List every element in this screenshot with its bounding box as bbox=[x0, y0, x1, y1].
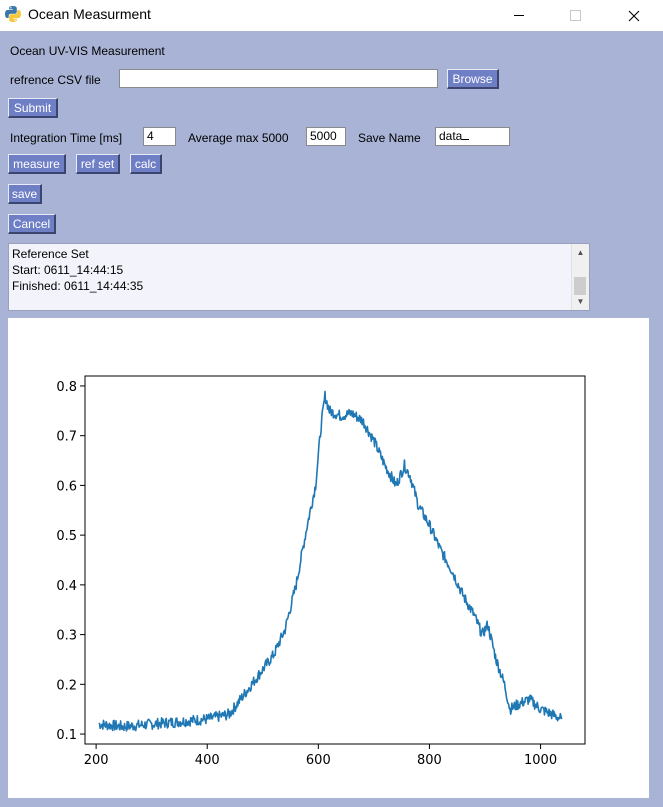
save-name-input[interactable]: data bbox=[435, 127, 510, 146]
axes-frame bbox=[84, 375, 586, 745]
y-tick-label: 0.8 bbox=[56, 380, 77, 395]
y-tick-label: 0.6 bbox=[56, 479, 77, 494]
x-tick-label: 800 bbox=[417, 753, 442, 768]
y-tick-label: 0.2 bbox=[56, 678, 77, 693]
spectrum-chart: 200 400 600 800 1000 0.1 0.2 0.3 0.4 0.5 0.6 0.7 0.8 bbox=[56, 375, 586, 768]
log-line: Start: 0611_14:44:15 bbox=[12, 263, 124, 277]
minimize-button[interactable] bbox=[496, 0, 542, 31]
save-name-value: data bbox=[439, 129, 463, 143]
submit-button[interactable]: Submit bbox=[8, 98, 58, 118]
spectrum-line bbox=[98, 390, 563, 732]
log-scrollbar[interactable]: ▲ ▼ bbox=[571, 244, 589, 310]
y-tick-label: 0.1 bbox=[56, 728, 77, 743]
cancel-button[interactable]: Cancel bbox=[8, 214, 56, 234]
window-title: Ocean Measurment bbox=[28, 6, 151, 22]
y-tick-label: 0.7 bbox=[56, 430, 77, 445]
reference-csv-input[interactable] bbox=[119, 69, 438, 88]
integration-time-input[interactable]: 4 bbox=[143, 127, 176, 146]
scroll-thumb[interactable] bbox=[574, 277, 586, 295]
scroll-down-icon[interactable]: ▼ bbox=[576, 297, 585, 306]
reference-csv-label: refrence CSV file bbox=[10, 73, 101, 87]
y-tick-label: 0.3 bbox=[56, 629, 77, 644]
minimize-icon bbox=[514, 15, 524, 16]
log-line: Finished: 0611_14:44:35 bbox=[12, 279, 144, 293]
maximize-icon bbox=[569, 10, 581, 21]
average-label: Average max 5000 bbox=[188, 131, 289, 145]
title-bar: Ocean Measurment bbox=[0, 0, 663, 31]
save-name-label: Save Name bbox=[358, 131, 421, 145]
python-icon bbox=[5, 6, 21, 22]
spectrum-plot: 200 400 600 800 1000 0.1 0.2 0.3 0.4 0.5 0.6 0.7 0.8 bbox=[8, 318, 649, 798]
save-button[interactable]: save bbox=[8, 184, 42, 204]
browse-button[interactable]: Browse bbox=[447, 69, 499, 89]
scroll-up-icon[interactable]: ▲ bbox=[576, 248, 585, 257]
x-tick-label: 1000 bbox=[524, 753, 557, 768]
text-cursor bbox=[462, 139, 470, 140]
log-line: Reference Set bbox=[12, 247, 89, 261]
close-icon bbox=[628, 10, 640, 21]
app-heading: Ocean UV-VIS Measurement bbox=[10, 44, 165, 58]
y-tick-label: 0.5 bbox=[56, 529, 77, 544]
close-button[interactable] bbox=[611, 0, 657, 31]
average-input[interactable]: 5000 bbox=[306, 127, 346, 146]
log-textbox[interactable]: Reference Set Start: 0611_14:44:15 Finis… bbox=[8, 243, 590, 311]
integration-time-label: Integration Time [ms] bbox=[10, 131, 123, 145]
ref-set-button[interactable]: ref set bbox=[76, 154, 120, 174]
maximize-button[interactable] bbox=[552, 0, 598, 31]
calc-button[interactable]: calc bbox=[130, 154, 162, 174]
x-tick-label: 600 bbox=[306, 753, 331, 768]
y-tick-label: 0.4 bbox=[56, 579, 77, 594]
x-tick-label: 200 bbox=[84, 753, 109, 768]
x-tick-label: 400 bbox=[195, 753, 220, 768]
measure-button[interactable]: measure bbox=[8, 154, 66, 174]
